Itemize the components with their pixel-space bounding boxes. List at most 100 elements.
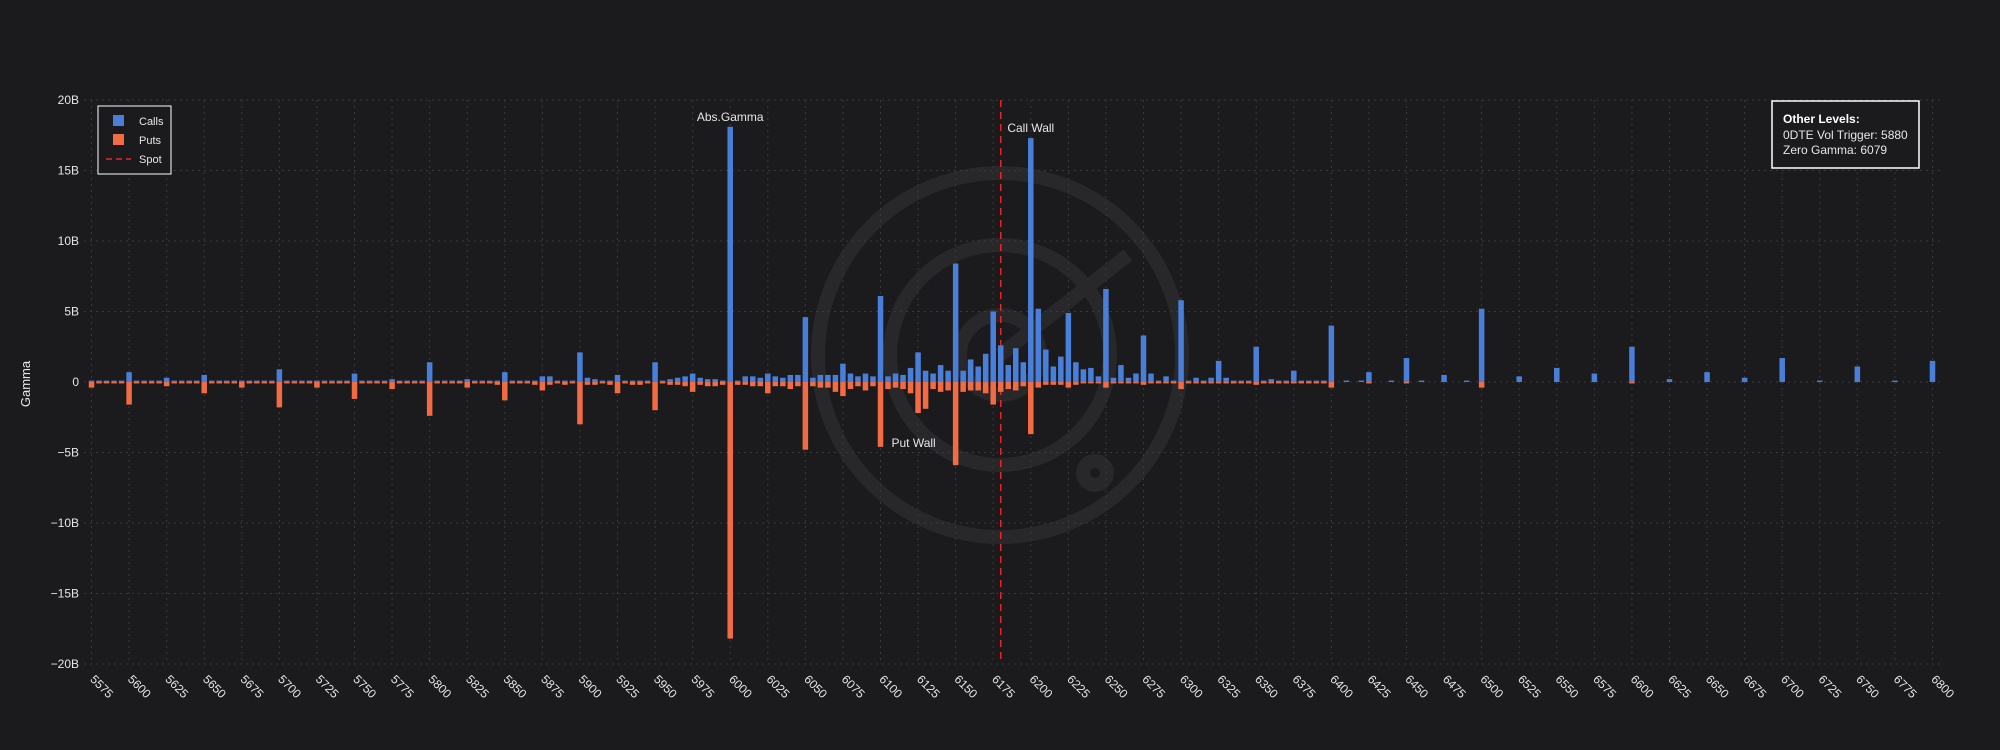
call-bar: [509, 380, 516, 382]
put-bar: [524, 382, 531, 384]
call-bar: [1215, 360, 1222, 382]
call-bar: [922, 370, 929, 382]
call-bar: [997, 345, 1004, 382]
call-bar: [1268, 379, 1274, 382]
call-bar: [915, 352, 921, 382]
put-bar: [254, 382, 260, 384]
call-bar: [547, 376, 553, 382]
put-bar: [1110, 382, 1117, 384]
call-bar: [1253, 346, 1259, 382]
put-bar: [795, 382, 801, 387]
call-bar: [1005, 365, 1011, 382]
call-bar: [1178, 300, 1184, 382]
put-bar: [1035, 382, 1042, 388]
call-bar: [1148, 373, 1154, 382]
put-bar: [997, 382, 1004, 392]
call-bar: [982, 353, 989, 382]
put-bar: [1306, 382, 1312, 384]
call-bar: [396, 380, 403, 382]
call-bar: [967, 359, 974, 382]
call-bar: [1185, 380, 1192, 382]
put-bar: [471, 382, 478, 384]
put-bar: [148, 382, 155, 384]
put-bar: [1103, 382, 1109, 388]
call-bar: [674, 377, 681, 382]
put-bar: [1155, 382, 1162, 384]
call-bar: [1208, 377, 1214, 382]
call-bar: [1516, 376, 1522, 382]
put-bar: [487, 382, 493, 384]
put-bar: [96, 382, 102, 384]
put-bar: [509, 382, 516, 384]
put-bar: [727, 382, 733, 639]
call-bar: [1073, 362, 1079, 382]
put-bar: [697, 382, 703, 385]
put-bar: [1080, 382, 1087, 384]
put-bar: [246, 382, 253, 384]
call-bar: [336, 380, 343, 382]
call-bar: [832, 374, 839, 382]
put-bar: [186, 382, 192, 384]
put-bar: [494, 382, 501, 385]
call-bar: [231, 380, 238, 382]
put-bar: [178, 382, 185, 384]
put-bar: [1058, 382, 1064, 385]
legend-calls-label: Calls: [139, 116, 164, 128]
put-bar: [562, 382, 568, 385]
call-bar: [148, 380, 155, 382]
put-bar: [945, 382, 951, 391]
call-bar: [975, 366, 981, 382]
call-bar: [1140, 335, 1147, 382]
put-bar: [103, 382, 110, 384]
put-bar: [479, 382, 486, 384]
call-bar: [937, 365, 944, 382]
put-bar: [1260, 382, 1267, 384]
put-bar: [239, 382, 245, 388]
call-bar: [584, 377, 591, 382]
call-bar: [404, 380, 410, 382]
call-bar: [592, 379, 598, 382]
put-bar: [704, 382, 711, 387]
call-bar: [930, 373, 936, 382]
call-bar: [494, 380, 501, 382]
put-bar: [314, 382, 320, 388]
call-bar: [1403, 358, 1410, 382]
call-bar: [359, 380, 365, 382]
put-bar: [336, 382, 343, 384]
call-bar: [246, 380, 253, 382]
call-bar: [629, 380, 636, 382]
put-bar: [629, 382, 636, 385]
put-bar: [840, 382, 846, 397]
call-bar: [1388, 380, 1395, 382]
put-bar: [847, 382, 854, 390]
put-bar: [855, 382, 861, 387]
put-bar: [1178, 382, 1184, 390]
y-tick-label: 5B: [64, 305, 79, 319]
call-bar: [1020, 362, 1027, 382]
put-bar: [291, 382, 298, 384]
call-bar: [1343, 380, 1350, 382]
put-bar: [88, 382, 95, 388]
put-bar: [622, 382, 628, 384]
put-bar: [426, 382, 433, 416]
call-bar: [892, 373, 899, 382]
call-bar: [374, 380, 380, 382]
legend-puts-swatch: [113, 134, 124, 145]
y-tick-label: −15B: [51, 587, 79, 601]
call-bar: [163, 377, 170, 382]
put-bar: [682, 382, 688, 387]
call-bar: [314, 380, 320, 382]
put-bar: [1268, 382, 1274, 384]
call-bar: [644, 380, 651, 382]
call-bar: [208, 380, 215, 382]
call-bar: [1313, 380, 1320, 382]
call-bar: [1050, 366, 1057, 382]
call-bar: [855, 376, 861, 382]
call-bar: [1321, 380, 1327, 382]
call-bar: [825, 374, 831, 382]
call-bar: [539, 376, 546, 382]
call-bar: [487, 380, 493, 382]
call-bar: [637, 380, 643, 382]
put-bar: [937, 382, 944, 392]
put-bar: [231, 382, 238, 384]
